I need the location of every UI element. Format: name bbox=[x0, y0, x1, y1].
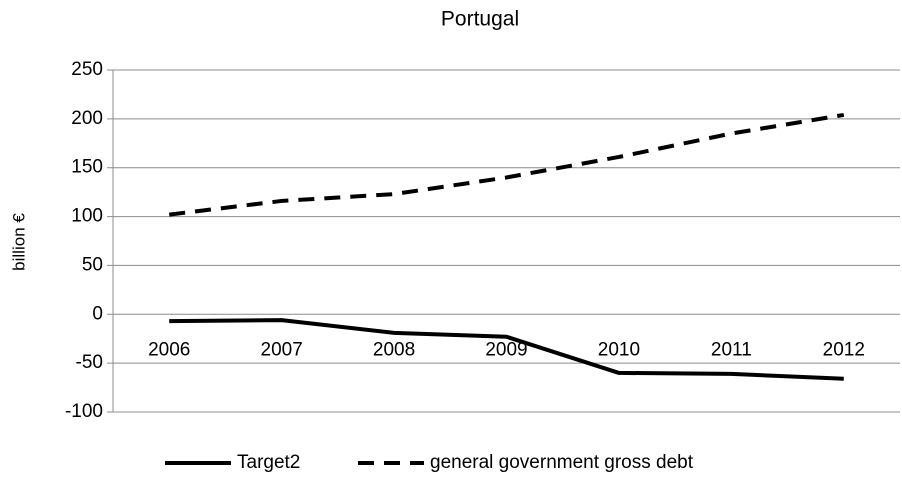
y-tick-label: 200 bbox=[71, 108, 103, 129]
y-tick-label: 150 bbox=[71, 157, 103, 178]
y-tick-label: 250 bbox=[71, 59, 103, 80]
x-tick-label: 2010 bbox=[598, 339, 640, 360]
x-tick-label: 2008 bbox=[373, 339, 415, 360]
x-tick-label: 2006 bbox=[148, 339, 190, 360]
legend-label: general government gross debt bbox=[430, 452, 694, 473]
y-tick-label: -50 bbox=[76, 352, 103, 373]
legend-label: Target2 bbox=[237, 452, 300, 473]
y-tick-label: -100 bbox=[65, 401, 103, 422]
x-tick-label: 2009 bbox=[485, 339, 527, 360]
y-tick-label: 100 bbox=[71, 206, 103, 227]
y-tick-label: 50 bbox=[82, 254, 103, 275]
chart-title: Portugal bbox=[441, 8, 519, 31]
series-line bbox=[168, 112, 845, 217]
y-tick-label: 0 bbox=[92, 303, 103, 324]
x-tick-label: 2007 bbox=[261, 339, 303, 360]
y-axis-label: billion € bbox=[9, 213, 28, 271]
series-line bbox=[169, 318, 844, 381]
x-tick-label: 2012 bbox=[823, 339, 865, 360]
x-tick-label: 2011 bbox=[711, 339, 752, 360]
